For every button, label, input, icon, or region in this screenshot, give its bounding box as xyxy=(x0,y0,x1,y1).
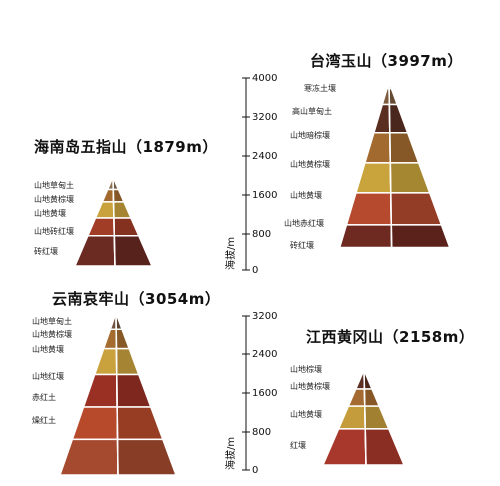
wuzhi-layer-left-face xyxy=(86,217,116,237)
wuzhi-layer-label: 山地黄壤 xyxy=(34,209,66,218)
ailao-layer-label: 山地红壤 xyxy=(32,372,64,381)
huanggang-layer-label: 山地黄棕壤 xyxy=(290,382,330,391)
ailao-layer-label: 燥红土 xyxy=(32,416,56,425)
wuzhi-layer-left-face xyxy=(94,201,115,219)
huanggang-layer-left-face xyxy=(337,405,367,430)
wuzhi-layer-right-face xyxy=(112,188,126,203)
top-axis xyxy=(242,77,250,271)
wuzhi-layer-label: 山地砖红壤 xyxy=(34,227,74,236)
yushan-layer-label: 山地暗棕壤 xyxy=(290,131,330,140)
ailao-layer-label: 山地黄壤 xyxy=(32,345,64,354)
yushan-layer-left-face xyxy=(363,132,392,164)
ailao-layer-right-face xyxy=(116,406,164,441)
ailao-layer-right-face xyxy=(116,438,178,476)
wuzhi-layer-left-face xyxy=(101,188,115,203)
huanggang-layer-label: 山地棕壤 xyxy=(290,365,322,374)
huanggang-layer-left-face xyxy=(354,369,366,390)
ailao-title: 云南哀牢山（3054m） xyxy=(52,290,221,308)
huanggang-layer-right-face xyxy=(363,369,374,390)
wuzhi-title: 海南岛五指山（1879m） xyxy=(34,138,218,156)
ailao-layer-label: 赤红土 xyxy=(32,393,56,402)
top-axis-tick-800: 800 xyxy=(252,229,272,240)
yushan-layer-left-face xyxy=(338,224,393,249)
bottom-axis-tick-3200: 3200 xyxy=(252,311,278,322)
wuzhi-layer-label: 山地黄棕壤 xyxy=(34,195,74,204)
yushan-layer-label: 寒冻土壤 xyxy=(304,84,336,93)
ailao-layer-left-face xyxy=(71,406,119,441)
yushan-layer-right-face xyxy=(388,103,409,134)
wuzhi-front-ridge xyxy=(112,176,116,267)
yushan-layer-right-face xyxy=(390,224,451,249)
huanggang-layer-right-face xyxy=(363,388,381,407)
ailao-layer-left-face xyxy=(58,438,119,476)
yushan-layer-left-face xyxy=(354,162,392,194)
wuzhi-layer-right-face xyxy=(113,217,140,237)
top-axis-tick-1600: 1600 xyxy=(252,190,278,201)
yushan-title: 台湾玉山（3997m） xyxy=(310,52,463,70)
yushan-front-ridge xyxy=(388,81,393,271)
huanggang-layer-left-face xyxy=(347,388,366,407)
wuzhi-layer-right-face xyxy=(113,234,154,267)
yushan-layer-right-face xyxy=(389,162,431,194)
wuzhi-layer-label: 山地草甸土 xyxy=(34,181,74,190)
yushan-layer-label: 砖红壤 xyxy=(290,241,314,250)
bottom-axis-tick-0: 0 xyxy=(252,465,259,476)
huanggang-layer-right-face xyxy=(363,405,390,430)
huanggang-front-ridge xyxy=(363,369,367,466)
top-axis-tick-4000: 4000 xyxy=(252,73,278,84)
ailao-layer-right-face xyxy=(115,328,131,350)
huanggang-layer-right-face xyxy=(364,428,406,466)
ailao-layer-right-face xyxy=(115,347,140,376)
top-axis-tick-3200: 3200 xyxy=(252,112,278,123)
yushan-layer-right-face xyxy=(390,192,443,226)
bottom-axis xyxy=(242,315,250,471)
ailao-layer-left-face xyxy=(102,328,118,350)
bottom-axis-tick-2400: 2400 xyxy=(252,349,278,360)
huanggang-title: 江西黄冈山（2158m） xyxy=(306,328,475,346)
huanggang-pyramid xyxy=(321,369,406,466)
wuzhi-layer-right-face xyxy=(112,201,133,219)
ailao-layer-left-face xyxy=(93,347,118,376)
yushan-layer-left-face xyxy=(381,87,391,106)
huanggang-layer-left-face xyxy=(321,428,367,466)
yushan-layer-right-face xyxy=(389,132,420,164)
wuzhi-layer-label: 砖红壤 xyxy=(34,247,58,256)
yushan-layer-left-face xyxy=(345,192,393,226)
ailao-pyramid xyxy=(58,312,178,476)
yushan-layer-right-face xyxy=(388,87,399,106)
huanggang-layer-label: 山地黄壤 xyxy=(290,410,322,419)
ailao-front-ridge xyxy=(115,312,119,476)
yushan-layer-left-face xyxy=(372,103,391,134)
yushan-layer-label: 山地赤红壤 xyxy=(284,219,324,228)
ailao-layer-left-face xyxy=(82,373,118,408)
yushan-pyramid xyxy=(338,81,451,271)
yushan-layer-label: 山地黄棕壤 xyxy=(290,160,330,169)
bottom-axis-tick-800: 800 xyxy=(252,427,272,438)
yushan-layer-label: 高山草甸土 xyxy=(292,107,332,116)
yushan-layer-label: 山地黄壤 xyxy=(290,191,322,200)
bottom-axis-tick-1600: 1600 xyxy=(252,388,278,399)
ailao-layer-label: 山地草甸土 xyxy=(32,317,72,326)
top-axis-tick-2400: 2400 xyxy=(252,151,278,162)
wuzhi-pyramid xyxy=(73,176,154,267)
huanggang-layer-label: 红壤 xyxy=(290,441,306,450)
ailao-layer-label: 山地黄棕壤 xyxy=(32,330,72,339)
ailao-layer-right-face xyxy=(116,373,152,408)
wuzhi-layer-left-face xyxy=(73,234,116,267)
top-axis-tick-0: 0 xyxy=(252,265,259,276)
